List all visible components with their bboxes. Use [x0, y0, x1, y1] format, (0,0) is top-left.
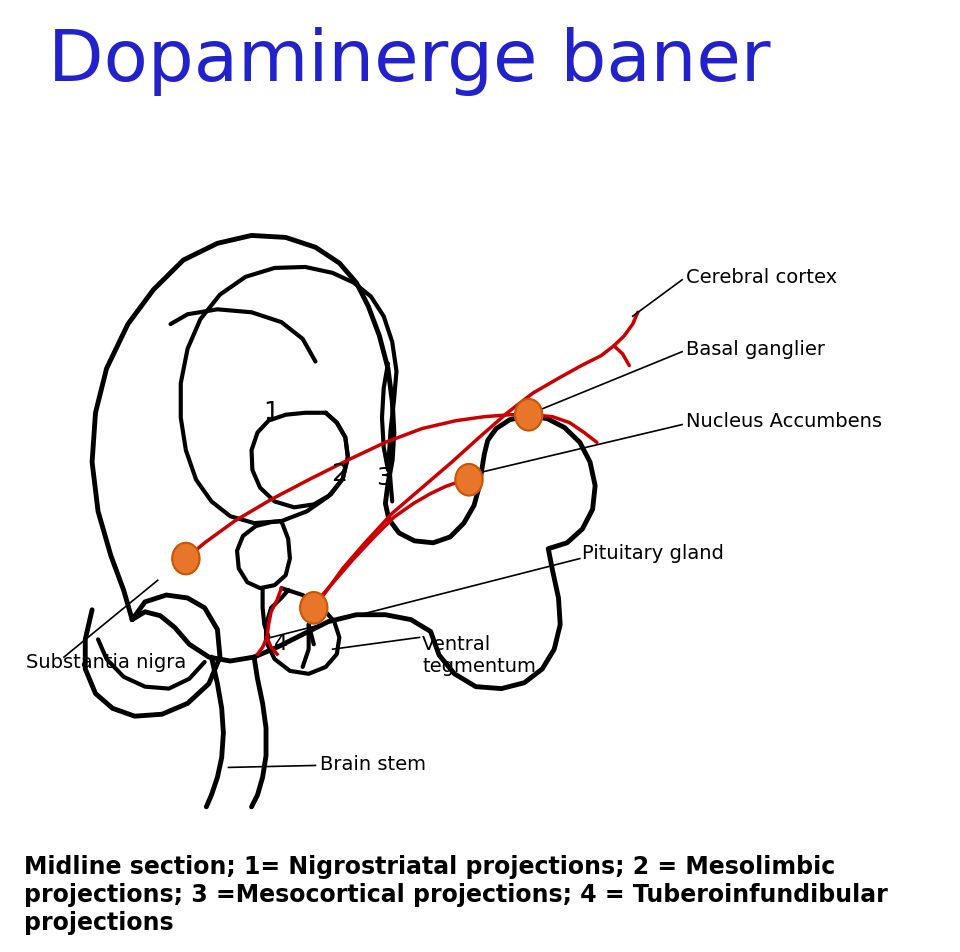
Text: Nucleus Accumbens: Nucleus Accumbens — [686, 411, 882, 430]
Text: 3: 3 — [375, 466, 392, 489]
Text: Basal ganglier: Basal ganglier — [686, 340, 826, 359]
Text: Substantia nigra: Substantia nigra — [26, 652, 186, 671]
Text: 2: 2 — [331, 462, 348, 486]
Text: Dopaminerge baner: Dopaminerge baner — [48, 27, 771, 95]
Text: Ventral
tegmentum: Ventral tegmentum — [422, 635, 536, 676]
Text: Brain stem: Brain stem — [320, 754, 425, 773]
Text: 1: 1 — [263, 399, 279, 424]
Circle shape — [455, 465, 483, 496]
Text: 4: 4 — [275, 633, 288, 653]
Text: Cerebral cortex: Cerebral cortex — [686, 268, 837, 287]
Circle shape — [172, 544, 200, 575]
Circle shape — [515, 400, 542, 431]
Text: Midline section; 1= Nigrostriatal projections; 2 = Mesolimbic
projections; 3 =Me: Midline section; 1= Nigrostriatal projec… — [24, 854, 888, 934]
Circle shape — [300, 592, 327, 624]
Text: Pituitary gland: Pituitary gland — [582, 544, 724, 563]
